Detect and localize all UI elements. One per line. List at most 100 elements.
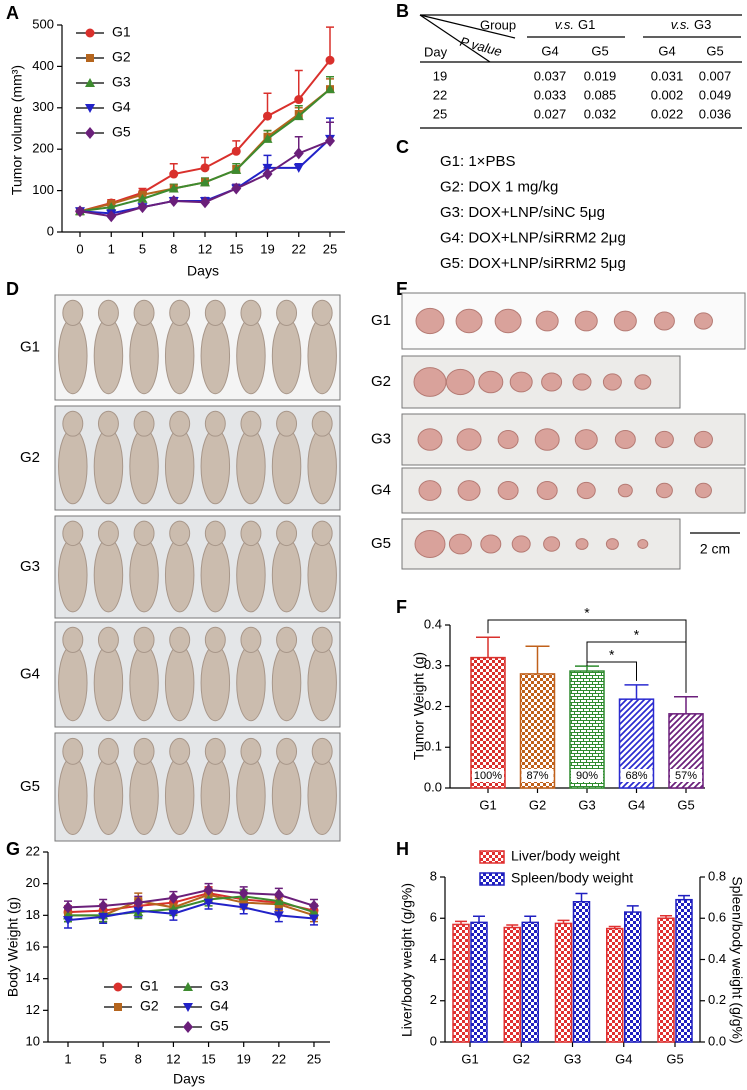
table-header: G5 xyxy=(591,43,608,58)
y-tick-label: 14 xyxy=(26,970,40,985)
x-tick-label: 12 xyxy=(198,241,212,256)
tumor xyxy=(480,534,502,554)
mouse-head xyxy=(311,520,333,547)
mouse-body xyxy=(200,317,231,395)
tumor xyxy=(535,310,559,332)
table-cell: 0.032 xyxy=(584,106,617,121)
marker xyxy=(262,168,273,181)
mouse-body xyxy=(58,317,88,395)
marker xyxy=(238,903,249,913)
error-bar xyxy=(624,684,649,700)
mouse-body xyxy=(271,756,302,836)
table-diagonal xyxy=(419,14,516,39)
error-bar xyxy=(476,636,500,658)
tumor xyxy=(534,428,560,451)
mouse-body xyxy=(164,644,195,722)
marker xyxy=(308,914,319,924)
mouse-head xyxy=(204,626,226,653)
mouse-body xyxy=(93,428,124,505)
significance-label: * xyxy=(634,627,640,643)
mouse-body xyxy=(236,644,266,722)
tumor xyxy=(413,367,447,397)
marker xyxy=(200,196,210,209)
mouse-body xyxy=(200,644,231,722)
x-tick-label: G1 xyxy=(479,797,496,812)
mouse-body xyxy=(164,317,195,395)
marker xyxy=(325,84,335,94)
bar xyxy=(503,926,521,1043)
group-description: G4: DOX+LNP/siRRM2 2μg xyxy=(440,229,626,246)
marker xyxy=(293,111,304,121)
mouse-body xyxy=(307,428,337,505)
marker xyxy=(168,909,179,919)
x-tick-label: G3 xyxy=(564,1051,581,1066)
marker xyxy=(325,134,335,147)
tumor xyxy=(617,483,633,498)
tumor xyxy=(575,538,589,550)
error-bar xyxy=(473,915,485,923)
y-axis-title: Liver/body weight (g/g%) xyxy=(399,883,415,1037)
y-tick-label: 2 xyxy=(430,992,437,1007)
table-cell: 0.027 xyxy=(534,106,567,121)
y-tick-label: 0.8 xyxy=(708,868,726,883)
table-cell: 0.049 xyxy=(699,87,732,102)
mouse-body xyxy=(58,644,88,722)
bar xyxy=(657,917,675,1043)
y-axis-title: Tumor Weight (g) xyxy=(411,652,427,760)
mouse-head xyxy=(97,520,119,547)
legend-swatch xyxy=(479,850,505,864)
table-header: G4 xyxy=(658,43,675,58)
marker xyxy=(85,104,95,113)
tumor xyxy=(637,539,649,549)
marker xyxy=(63,901,73,914)
tumor xyxy=(654,430,674,449)
tumor xyxy=(415,307,445,335)
marker xyxy=(86,54,94,62)
mouse-body xyxy=(129,317,159,395)
tumor xyxy=(456,428,482,451)
y-tick-label: 0.2 xyxy=(424,698,442,713)
tumor xyxy=(574,310,598,332)
legend-label: Spleen/body weight xyxy=(511,870,633,886)
mouse-head xyxy=(311,299,333,326)
mouse-head xyxy=(169,410,191,437)
mouse-body xyxy=(307,756,337,836)
marker xyxy=(106,210,117,223)
marker xyxy=(137,201,148,214)
marker xyxy=(239,898,248,907)
marker xyxy=(231,146,241,156)
panel-label: C xyxy=(396,137,409,157)
table-cell: 0.031 xyxy=(651,68,684,83)
marker xyxy=(183,1021,193,1033)
x-tick-label: 15 xyxy=(201,1051,215,1066)
x-axis-title: Days xyxy=(173,1071,205,1087)
mouse-body xyxy=(236,756,266,836)
group-label: G5 xyxy=(371,535,391,552)
mouse-head xyxy=(276,626,298,653)
marker xyxy=(169,169,179,179)
tumor xyxy=(497,481,519,500)
series-line xyxy=(67,901,315,922)
mouse-body xyxy=(307,537,337,613)
mouse-body xyxy=(129,756,159,836)
mouse-head xyxy=(62,520,84,547)
group-label: G1 xyxy=(371,312,391,329)
bar xyxy=(519,673,556,789)
marker xyxy=(262,133,273,143)
mouse-body xyxy=(200,756,231,836)
mouse-body xyxy=(307,317,337,395)
mouse-body xyxy=(271,537,302,613)
marker xyxy=(183,1003,193,1012)
mouse-head xyxy=(276,299,298,326)
table-cell: 0.007 xyxy=(699,68,732,83)
series-line xyxy=(68,895,315,917)
bar-label: 100% xyxy=(474,770,502,782)
x-tick-label: 0 xyxy=(76,241,83,256)
x-tick-label: 19 xyxy=(260,241,274,256)
mouse-head xyxy=(97,410,119,437)
tumor xyxy=(417,428,443,451)
tumor xyxy=(634,374,652,390)
panel-label: G xyxy=(6,839,20,859)
legend-label: G3 xyxy=(112,74,131,90)
x-tick-label: 15 xyxy=(229,241,243,256)
